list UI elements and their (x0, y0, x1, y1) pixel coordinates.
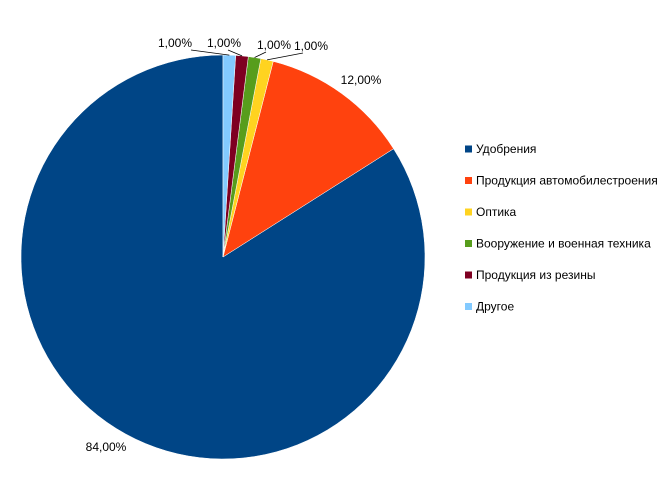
pie-slices (20, 54, 426, 460)
label-leader-lines (190, 49, 304, 61)
legend-label-3: Оптика (476, 205, 517, 219)
legend-swatch-5 (465, 271, 472, 279)
data-label-1: 84,00% (86, 440, 127, 454)
data-label-6: 1,00% (158, 36, 192, 50)
leader-line-6 (190, 49, 230, 56)
legend-label-5: Продукция из резины (476, 268, 595, 282)
pie-slice-6 (222, 54, 236, 258)
data-label-5: 1,00% (207, 36, 241, 50)
legend-label-4: Вооружение и военная техника (476, 237, 651, 251)
legend-swatch-1 (465, 145, 472, 153)
legend-label-2: Продукция автомобилестроения (476, 174, 658, 188)
legend-label-6: Другое (476, 300, 514, 314)
leader-line-4 (254, 51, 267, 58)
data-label-4: 1,00% (257, 38, 291, 52)
pie-slice-2 (222, 61, 394, 258)
legend-swatch-6 (465, 303, 472, 310)
data-label-2: 12,00% (341, 73, 382, 87)
legend-swatch-2 (465, 177, 472, 184)
legend-label-1: Удобрения (476, 142, 536, 156)
data-labels: 84,00%12,00%1,00%1,00%1,00%1,00% (86, 36, 382, 454)
data-label-3: 1,00% (294, 39, 328, 53)
legend-swatch-4 (465, 240, 472, 247)
leader-line-5 (227, 49, 243, 57)
leader-line-3 (266, 52, 304, 61)
legend: Удобрения Продукция автомобилестроения Опт… (465, 142, 658, 314)
legend-swatch-3 (465, 208, 472, 216)
